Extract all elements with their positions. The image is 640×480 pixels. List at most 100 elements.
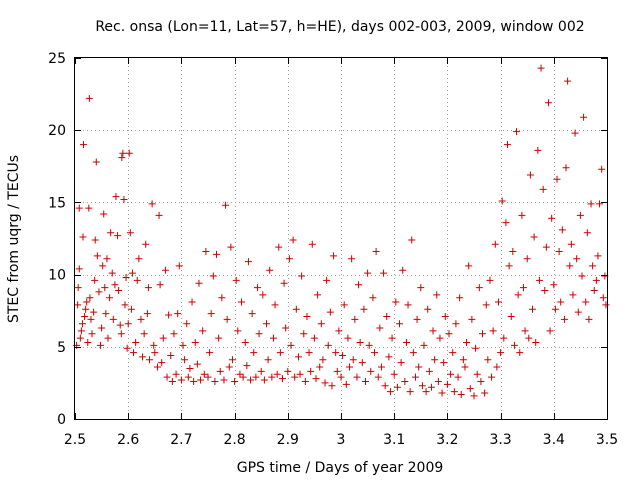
data-point xyxy=(440,359,448,367)
data-point xyxy=(417,284,425,292)
data-point xyxy=(305,349,313,357)
data-point xyxy=(493,363,501,371)
data-point xyxy=(381,382,389,390)
data-point xyxy=(218,294,226,302)
data-point xyxy=(284,367,292,375)
data-point xyxy=(271,301,279,309)
data-point xyxy=(95,288,103,296)
data-point xyxy=(340,301,348,309)
data-point xyxy=(383,312,391,320)
data-point xyxy=(504,141,512,149)
data-point xyxy=(239,373,247,381)
data-point xyxy=(409,349,417,357)
data-point xyxy=(266,266,274,274)
data-point xyxy=(353,373,361,381)
data-point xyxy=(494,298,502,306)
data-point xyxy=(74,301,82,309)
data-point xyxy=(544,99,552,107)
data-point xyxy=(443,380,451,388)
y-tick-label: 10 xyxy=(48,268,66,284)
data-point xyxy=(85,204,93,212)
data-point xyxy=(583,229,591,237)
data-point xyxy=(594,252,602,260)
x-tick-label: 3.1 xyxy=(383,432,405,448)
data-point xyxy=(360,305,368,313)
data-point xyxy=(236,370,244,378)
data-point xyxy=(596,200,604,208)
data-point xyxy=(228,356,236,364)
data-point xyxy=(193,360,201,368)
x-tick-label: 3.3 xyxy=(489,432,511,448)
x-tick-label: 3.2 xyxy=(436,432,458,448)
data-point xyxy=(175,262,183,270)
data-point xyxy=(91,276,99,284)
y-tick-label: 15 xyxy=(48,195,66,211)
data-point xyxy=(310,334,318,342)
data-point xyxy=(135,255,143,263)
data-point xyxy=(103,255,111,263)
data-point xyxy=(119,149,127,157)
data-point xyxy=(292,305,300,313)
data-point xyxy=(133,276,141,284)
data-point xyxy=(156,281,164,289)
data-point xyxy=(521,327,529,335)
data-point xyxy=(83,298,91,306)
data-point xyxy=(92,158,100,166)
data-point xyxy=(287,341,295,349)
data-point xyxy=(445,330,453,338)
data-point xyxy=(122,273,130,281)
data-point xyxy=(390,370,398,378)
data-point xyxy=(567,240,575,248)
data-point xyxy=(348,255,356,263)
data-point xyxy=(404,301,412,309)
data-point xyxy=(241,338,249,346)
data-point xyxy=(285,255,293,263)
data-point xyxy=(427,383,435,391)
data-point xyxy=(90,308,98,316)
data-point xyxy=(358,359,366,367)
data-point xyxy=(168,377,176,385)
data-point xyxy=(355,281,363,289)
data-point xyxy=(321,379,329,387)
data-point xyxy=(479,330,487,338)
data-point xyxy=(396,320,404,328)
data-point xyxy=(537,64,545,72)
data-point xyxy=(252,373,260,381)
data-point xyxy=(222,201,230,209)
data-point xyxy=(420,341,428,349)
data-point xyxy=(200,370,208,378)
data-point xyxy=(109,315,117,323)
data-point xyxy=(514,291,522,299)
data-point xyxy=(102,310,110,318)
data-point xyxy=(526,171,534,179)
data-point xyxy=(263,320,271,328)
y-tick-label: 20 xyxy=(48,123,66,139)
data-point xyxy=(463,338,471,346)
data-point xyxy=(144,284,152,292)
data-point xyxy=(78,320,86,328)
data-point xyxy=(413,315,421,323)
data-point xyxy=(125,149,133,157)
x-axis-label: GPS time / Days of year 2009 xyxy=(237,460,444,476)
data-point xyxy=(582,298,590,306)
data-point xyxy=(470,392,478,400)
data-point xyxy=(484,356,492,364)
data-point xyxy=(529,305,537,313)
data-point xyxy=(385,353,393,361)
data-point xyxy=(88,330,96,338)
data-point xyxy=(273,370,281,378)
data-point xyxy=(592,276,600,284)
data-point xyxy=(317,320,325,328)
data-point xyxy=(505,262,513,270)
data-point xyxy=(473,370,481,378)
data-point xyxy=(602,301,610,309)
data-point xyxy=(148,200,156,208)
data-point xyxy=(124,320,132,328)
data-point xyxy=(587,200,595,208)
data-point xyxy=(145,356,153,364)
data-point xyxy=(392,298,400,306)
data-point xyxy=(422,388,430,396)
data-point xyxy=(188,298,196,306)
data-point xyxy=(184,373,192,381)
